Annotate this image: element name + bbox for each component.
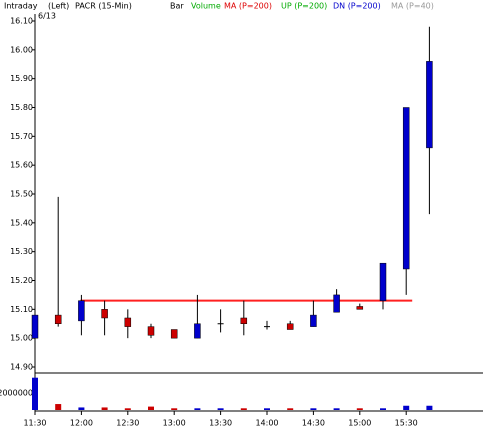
y-tick-label: 16.10 — [10, 17, 33, 26]
y-tick-label: 15.30 — [10, 247, 33, 256]
x-tick-label: 15:00 — [348, 419, 371, 428]
volume-bar — [310, 408, 317, 410]
y-tick-label: 15.50 — [10, 190, 33, 199]
volume-bar — [356, 408, 363, 410]
candle-body — [286, 323, 294, 330]
candle-body — [78, 300, 85, 322]
volume-bar — [55, 404, 62, 410]
candle-body — [54, 314, 62, 325]
volume-bar — [287, 408, 294, 410]
x-tick-label: 13:30 — [209, 419, 232, 428]
volume-bar — [403, 405, 410, 410]
x-tick-label: 14:30 — [302, 419, 325, 428]
candle-body — [124, 317, 132, 327]
volume-bar — [171, 408, 178, 410]
candle-body — [31, 314, 39, 339]
candle-body — [101, 309, 108, 319]
volume-bar — [148, 406, 154, 410]
y-tick-label: 15.60 — [10, 161, 33, 170]
candle-body — [426, 61, 433, 149]
x-tick-label: 14:00 — [255, 419, 278, 428]
candle-body — [356, 306, 364, 310]
candle-body — [240, 317, 248, 325]
volume-tick-label: 2000000 — [0, 389, 33, 398]
volume-bar — [124, 408, 131, 410]
candle-body — [194, 323, 201, 339]
legend-entry: Volume — [191, 2, 221, 11]
candle-body — [379, 262, 387, 301]
candle-body — [310, 314, 317, 327]
y-tick-label: 15.40 — [10, 218, 33, 227]
y-tick-label: 16.00 — [10, 45, 33, 54]
header-text: Intraday — [4, 2, 38, 11]
x-tick-label: 11:30 — [23, 419, 46, 428]
x-tick-label: 12:30 — [116, 419, 139, 428]
legend-entry: MA (P=200) — [224, 2, 272, 11]
candle-body — [147, 326, 155, 336]
y-tick-label: 15.20 — [10, 276, 33, 285]
header-text: PACR (15-Min) — [75, 2, 132, 11]
candle-body — [402, 107, 410, 270]
date-label: 6/13 — [38, 12, 56, 21]
volume-bar — [264, 408, 270, 410]
candle-body — [170, 329, 178, 339]
x-tick-label: 15:30 — [395, 419, 418, 428]
volume-bar — [426, 405, 433, 410]
volume-bar — [380, 408, 386, 410]
volume-bar — [32, 377, 38, 410]
volume-bar — [194, 408, 201, 410]
y-tick-label: 15.00 — [10, 334, 33, 343]
legend-entry: MA (P=40) — [391, 2, 434, 11]
volume-bar — [333, 408, 340, 410]
x-tick-label: 13:00 — [163, 419, 186, 428]
candle-body — [333, 294, 340, 313]
legend-entry: UP (P=200) — [281, 2, 327, 11]
legend-entry: DN (P=200) — [333, 2, 381, 11]
x-tick-label: 12:00 — [70, 419, 93, 428]
y-tick-label: 15.70 — [10, 132, 33, 141]
y-tick-label: 15.10 — [10, 305, 33, 314]
y-tick-label: 14.90 — [10, 363, 33, 372]
y-tick-label: 15.80 — [10, 103, 33, 112]
volume-bar — [217, 408, 224, 410]
volume-bar — [101, 407, 108, 410]
volume-bar — [78, 407, 85, 410]
volume-bar — [240, 408, 247, 410]
header-text: Bar — [170, 2, 184, 11]
y-tick-label: 15.90 — [10, 74, 33, 83]
header-text: (Left) — [48, 2, 69, 11]
